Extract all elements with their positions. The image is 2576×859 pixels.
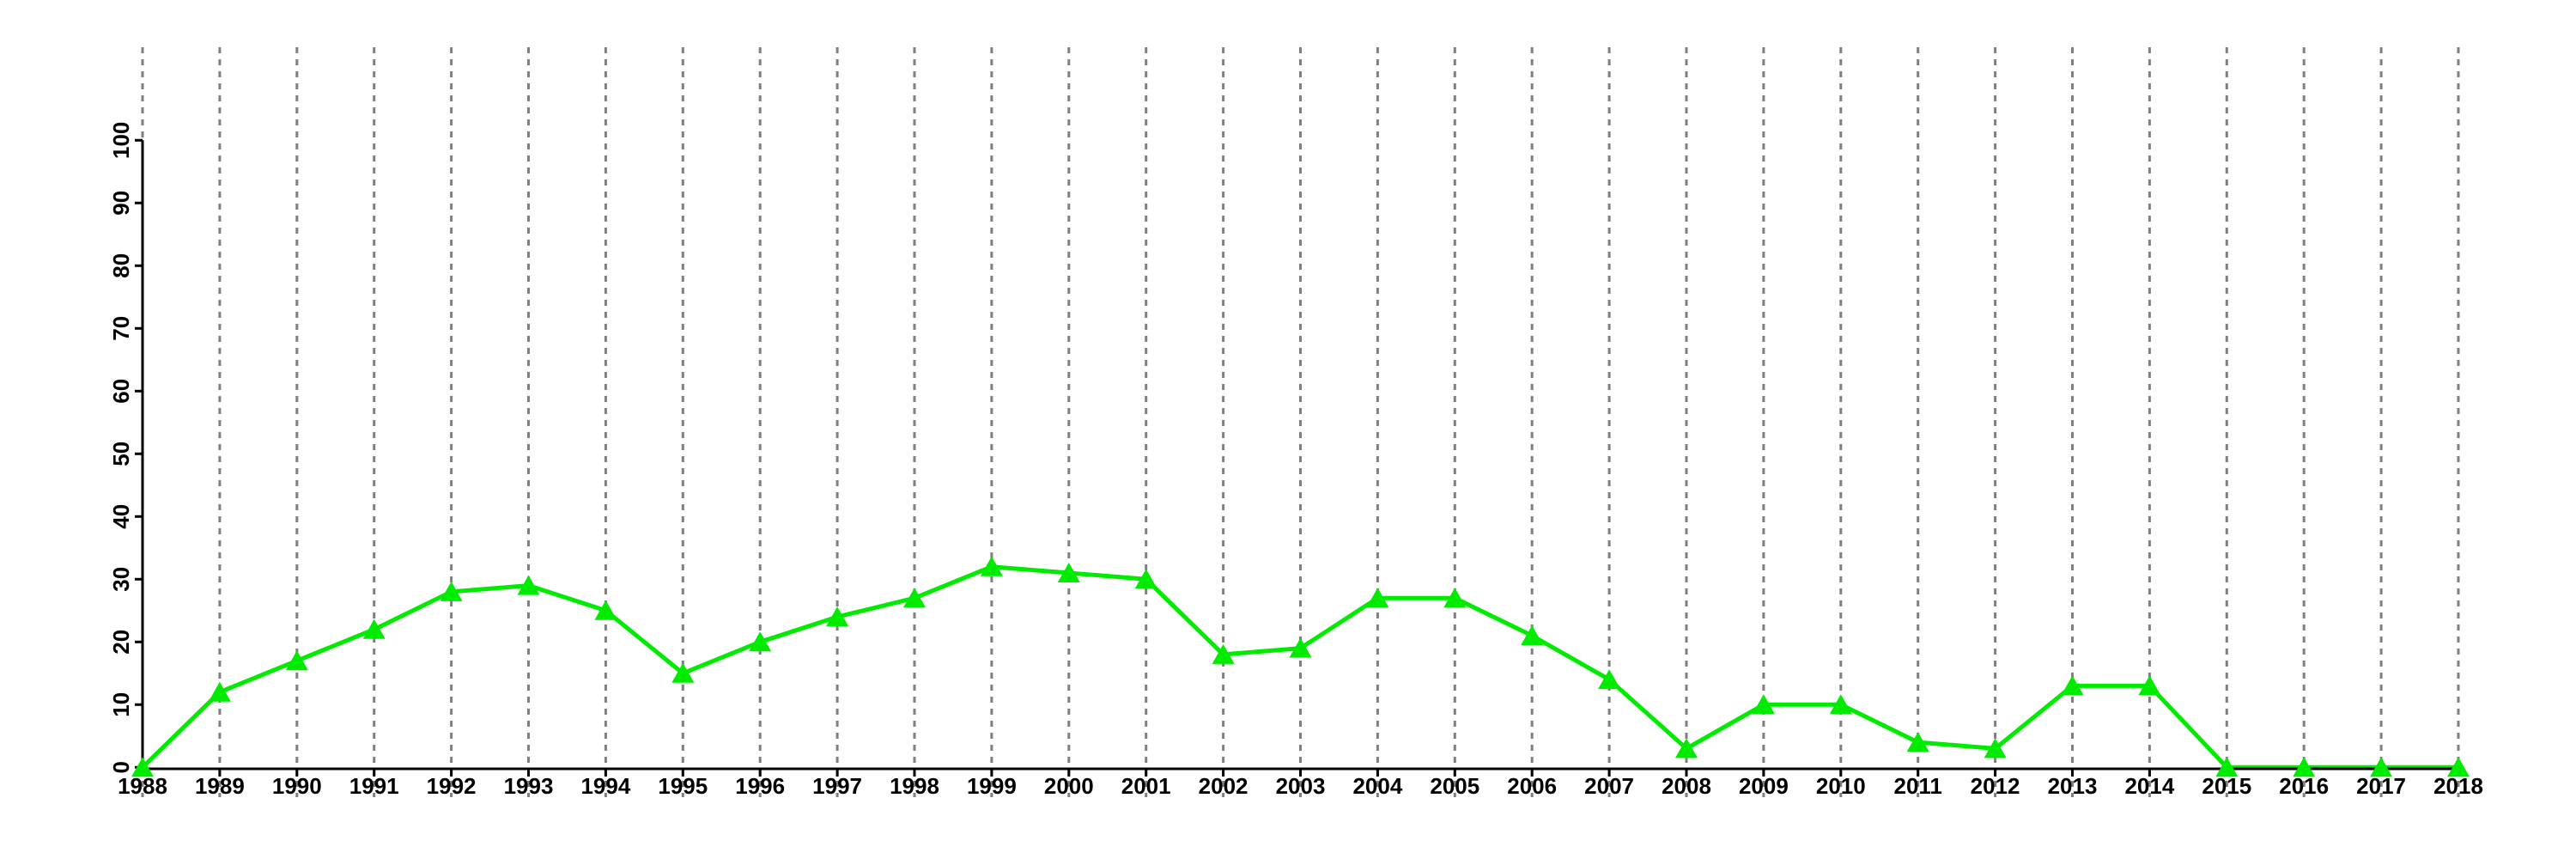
x-tick-label: 2002 <box>1199 773 1249 799</box>
data-point-marker <box>131 757 154 777</box>
x-tick-label: 2011 <box>1893 773 1941 799</box>
gridlines-group <box>141 47 2460 797</box>
x-tick-label: 2004 <box>1352 773 1402 799</box>
data-point-marker <box>1829 694 1852 715</box>
y-tick-label: 90 <box>108 191 134 216</box>
x-tick-label: 2006 <box>1507 773 1557 799</box>
data-point-marker <box>1443 588 1467 608</box>
data-point-marker <box>1289 637 1312 658</box>
data-point-marker <box>1984 738 2007 758</box>
data-point-marker <box>2138 675 2161 696</box>
x-tick-label: 2000 <box>1044 773 1094 799</box>
data-point-marker <box>208 681 231 702</box>
x-tick-label: 2017 <box>2356 773 2406 799</box>
data-point-marker <box>1134 569 1157 589</box>
data-point-marker <box>2061 675 2084 696</box>
x-tick-label: 2003 <box>1276 773 1326 799</box>
x-tick-label: 1994 <box>580 773 630 799</box>
data-point-marker <box>440 581 463 601</box>
y-tick-label: 20 <box>108 630 134 655</box>
data-point-marker <box>1366 588 1389 608</box>
data-point-marker <box>980 556 1003 576</box>
tick-labels-group: 1988 1989 1990 1991 1992 1993 1994 1995 1996 1997… <box>108 122 2483 799</box>
y-tick-label: 100 <box>108 122 134 159</box>
data-point-marker <box>594 600 617 620</box>
data-point-marker <box>517 575 540 595</box>
data-point-marker <box>826 606 849 627</box>
x-tick-label: 1991 <box>349 773 399 799</box>
data-point-marker <box>1521 625 1544 645</box>
y-tick-label: 50 <box>108 442 134 466</box>
x-tick-label: 2008 <box>1662 773 1711 799</box>
data-point-marker <box>2293 757 2316 777</box>
x-tick-label: 2015 <box>2202 773 2251 799</box>
data-point-marker <box>1906 732 1929 752</box>
y-tick-label: 10 <box>108 692 134 717</box>
x-tick-label: 1990 <box>272 773 322 799</box>
x-tick-label: 2005 <box>1430 773 1479 799</box>
data-point-marker <box>2370 757 2393 777</box>
data-points-group <box>131 556 2470 777</box>
y-tick-label: 40 <box>108 504 134 529</box>
y-tick-label: 0 <box>108 761 134 773</box>
x-tick-label: 2007 <box>1584 773 1634 799</box>
data-point-marker <box>671 662 695 683</box>
x-tick-label: 2012 <box>1971 773 2020 799</box>
x-tick-label: 1993 <box>504 773 554 799</box>
data-point-marker <box>2215 757 2239 777</box>
y-tick-label: 60 <box>108 379 134 404</box>
x-tick-label: 1999 <box>967 773 1017 799</box>
data-point-marker <box>285 650 308 671</box>
data-point-marker <box>903 588 926 608</box>
x-tick-label: 2014 <box>2124 773 2174 799</box>
x-tick-label: 2016 <box>2279 773 2329 799</box>
y-tick-label: 30 <box>108 567 134 592</box>
x-tick-label: 1989 <box>195 773 245 799</box>
x-tick-label: 1996 <box>735 773 785 799</box>
x-tick-label: 2009 <box>1739 773 1789 799</box>
data-point-marker <box>2447 757 2470 777</box>
x-tick-label: 2001 <box>1121 773 1171 799</box>
data-point-marker <box>1675 738 1698 758</box>
data-point-marker <box>749 631 772 652</box>
data-point-marker <box>1212 643 1235 664</box>
x-tick-label: 2018 <box>2433 773 2483 799</box>
data-point-marker <box>1598 669 1621 690</box>
x-tick-label: 1995 <box>658 773 708 799</box>
y-tick-label: 70 <box>108 316 134 341</box>
x-tick-label: 1998 <box>890 773 939 799</box>
x-tick-label: 1997 <box>812 773 862 799</box>
x-tick-label: 1992 <box>427 773 477 799</box>
x-tick-label: 2010 <box>1816 773 1866 799</box>
axes-group <box>135 138 2460 777</box>
y-tick-label: 80 <box>108 253 134 278</box>
data-point-marker <box>1057 563 1080 582</box>
data-point-marker <box>362 618 386 639</box>
x-tick-label: 2013 <box>2048 773 2098 799</box>
data-point-marker <box>1752 694 1775 715</box>
x-tick-label: 1988 <box>118 773 167 799</box>
